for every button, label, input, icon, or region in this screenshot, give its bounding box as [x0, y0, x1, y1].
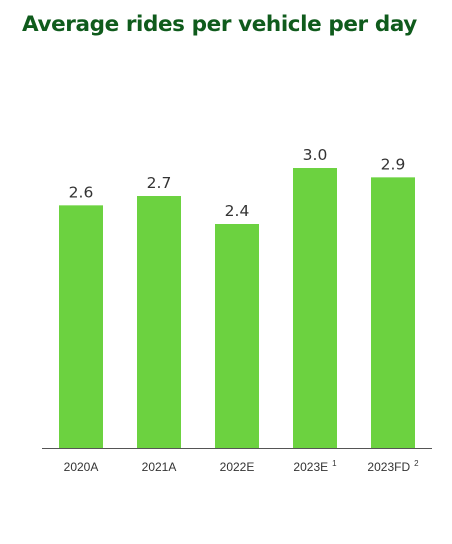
bars-layer	[59, 168, 415, 448]
value-label-2023fd: 2.9	[381, 155, 406, 173]
bar-2021a	[137, 196, 181, 448]
labels-layer: 2.6 2020A 2.7 2021A 2.4 2022E 3.0 2023E 1 2.9 2023…	[64, 146, 419, 474]
value-label-2023e: 3.0	[303, 146, 328, 164]
x-tick-label-2020a: 2020A	[64, 460, 99, 474]
chart-title: Average rides per vehicle per day	[22, 12, 417, 37]
x-tick-label-2021a: 2021A	[142, 460, 177, 474]
value-label-2020a: 2.6	[69, 183, 94, 201]
bar-2022e	[215, 224, 259, 448]
footnote-mark-2023fd: 2	[414, 459, 419, 468]
x-tick-label-2023e: 2023E 1	[293, 459, 337, 474]
x-tick-label-2023fd: 2023FD 2	[367, 459, 419, 474]
value-label-2021a: 2.7	[147, 174, 172, 192]
bar-2023fd	[371, 177, 415, 448]
x-tick-label-2022e: 2022E	[220, 460, 255, 474]
bar-2023e	[293, 168, 337, 448]
bar-2020a	[59, 205, 103, 448]
footnote-mark-2023e: 1	[332, 459, 337, 468]
value-label-2022e: 2.4	[225, 202, 250, 220]
